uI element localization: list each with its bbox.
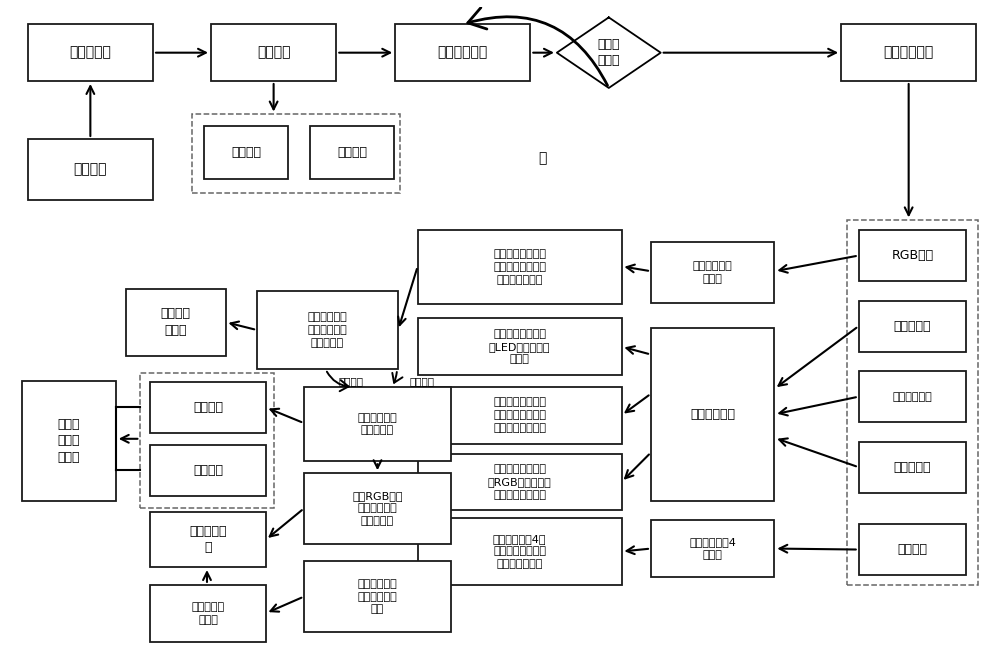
Text: 如图像质量差，可
能有采集断层，调
整软硬件重新采集: 如图像质量差，可 能有采集断层，调 整软硬件重新采集	[493, 397, 546, 433]
Text: 生物散斑信
号分析: 生物散斑信 号分析	[191, 602, 225, 625]
Text: 图像配准: 图像配准	[337, 146, 367, 159]
Text: 远红外图像: 远红外图像	[894, 461, 931, 474]
FancyBboxPatch shape	[418, 387, 622, 444]
Text: 协同图像处理: 协同图像处理	[884, 46, 934, 60]
Text: 多模态
信号融
合分析: 多模态 信号融 合分析	[58, 418, 80, 464]
FancyBboxPatch shape	[651, 328, 774, 500]
FancyBboxPatch shape	[418, 518, 622, 585]
Text: 图像处理: 图像处理	[193, 401, 223, 414]
FancyBboxPatch shape	[847, 220, 978, 585]
Text: 判断是否包含4
个光斑: 判断是否包含4 个光斑	[689, 537, 736, 560]
FancyBboxPatch shape	[859, 371, 966, 422]
Text: 图像质量评价: 图像质量评价	[690, 408, 735, 421]
Text: 协同图像增强: 协同图像增强	[438, 46, 488, 60]
Text: RGB图像: RGB图像	[892, 249, 934, 262]
FancyBboxPatch shape	[859, 301, 966, 352]
FancyBboxPatch shape	[395, 24, 530, 81]
FancyBboxPatch shape	[304, 561, 451, 632]
FancyBboxPatch shape	[859, 524, 966, 575]
Text: 图像和光谱信
息联合提取: 图像和光谱信 息联合提取	[358, 412, 397, 436]
FancyBboxPatch shape	[150, 512, 266, 567]
Text: 协同处理: 协同处理	[409, 376, 434, 386]
FancyBboxPatch shape	[126, 289, 226, 355]
Text: 生理信号
号提取: 生理信号 号提取	[161, 307, 191, 337]
Text: 否: 否	[538, 152, 546, 166]
FancyBboxPatch shape	[310, 126, 394, 179]
FancyBboxPatch shape	[304, 387, 451, 461]
FancyBboxPatch shape	[150, 585, 266, 641]
Text: 协同远红外图
像定位感兴趣
区域: 协同远红外图 像定位感兴趣 区域	[358, 579, 397, 614]
Text: 如复杂度低则判断
为光线不足，协同
近红外图像处理: 如复杂度低则判断 为光线不足，协同 近红外图像处理	[493, 249, 546, 285]
FancyBboxPatch shape	[418, 318, 622, 375]
Text: 是否满
足要求: 是否满 足要求	[598, 38, 620, 67]
FancyBboxPatch shape	[28, 139, 153, 200]
FancyBboxPatch shape	[651, 242, 774, 303]
Polygon shape	[557, 17, 661, 88]
FancyBboxPatch shape	[150, 382, 266, 433]
Text: 近红外图像: 近红外图像	[894, 320, 931, 332]
FancyBboxPatch shape	[418, 453, 622, 510]
Text: 系统搭建: 系统搭建	[74, 162, 107, 176]
FancyBboxPatch shape	[140, 373, 274, 508]
FancyArrowPatch shape	[327, 371, 348, 391]
FancyBboxPatch shape	[859, 442, 966, 493]
FancyBboxPatch shape	[841, 24, 976, 81]
FancyBboxPatch shape	[304, 473, 451, 544]
FancyArrowPatch shape	[392, 372, 402, 383]
FancyBboxPatch shape	[22, 381, 116, 500]
FancyBboxPatch shape	[859, 230, 966, 281]
Text: 如图像质量差，协
同RGB或近红外图
像进行超分辨增强: 如图像质量差，协 同RGB或近红外图 像进行超分辨增强	[488, 464, 551, 500]
Text: 如图像中没有4个
光斑，则进行软硬
件调整重新采集: 如图像中没有4个 光斑，则进行软硬 件调整重新采集	[493, 534, 546, 569]
Text: 相机参数: 相机参数	[231, 146, 261, 159]
FancyBboxPatch shape	[150, 445, 266, 496]
FancyBboxPatch shape	[651, 520, 774, 577]
FancyBboxPatch shape	[204, 126, 288, 179]
FancyArrowPatch shape	[468, 7, 608, 85]
Text: 生理信号提
取: 生理信号提 取	[189, 525, 227, 555]
FancyBboxPatch shape	[257, 291, 398, 369]
Text: 协同处理: 协同处理	[339, 376, 364, 386]
Text: 光谱分析: 光谱分析	[193, 463, 223, 477]
FancyBboxPatch shape	[211, 24, 336, 81]
FancyBboxPatch shape	[192, 115, 400, 193]
FancyBboxPatch shape	[418, 230, 622, 304]
Text: 系统初始化: 系统初始化	[69, 46, 111, 60]
Text: 系统校正: 系统校正	[257, 46, 290, 60]
Text: 如图像质量差，调
整LED灯阵角度及
其亮度: 如图像质量差，调 整LED灯阵角度及 其亮度	[489, 329, 550, 365]
Text: 协同RGB或近
红外图像定位
感兴趣区域: 协同RGB或近 红外图像定位 感兴趣区域	[352, 491, 403, 526]
Text: 人脸识别并进
一步进行感兴
趣区域提取: 人脸识别并进 一步进行感兴 趣区域提取	[308, 312, 347, 348]
Text: 生物散斑: 生物散斑	[898, 543, 928, 556]
FancyBboxPatch shape	[28, 24, 153, 81]
Text: 图像内容复杂
度计算: 图像内容复杂 度计算	[693, 261, 733, 283]
Text: 高光谱图像堆: 高光谱图像堆	[893, 392, 932, 402]
